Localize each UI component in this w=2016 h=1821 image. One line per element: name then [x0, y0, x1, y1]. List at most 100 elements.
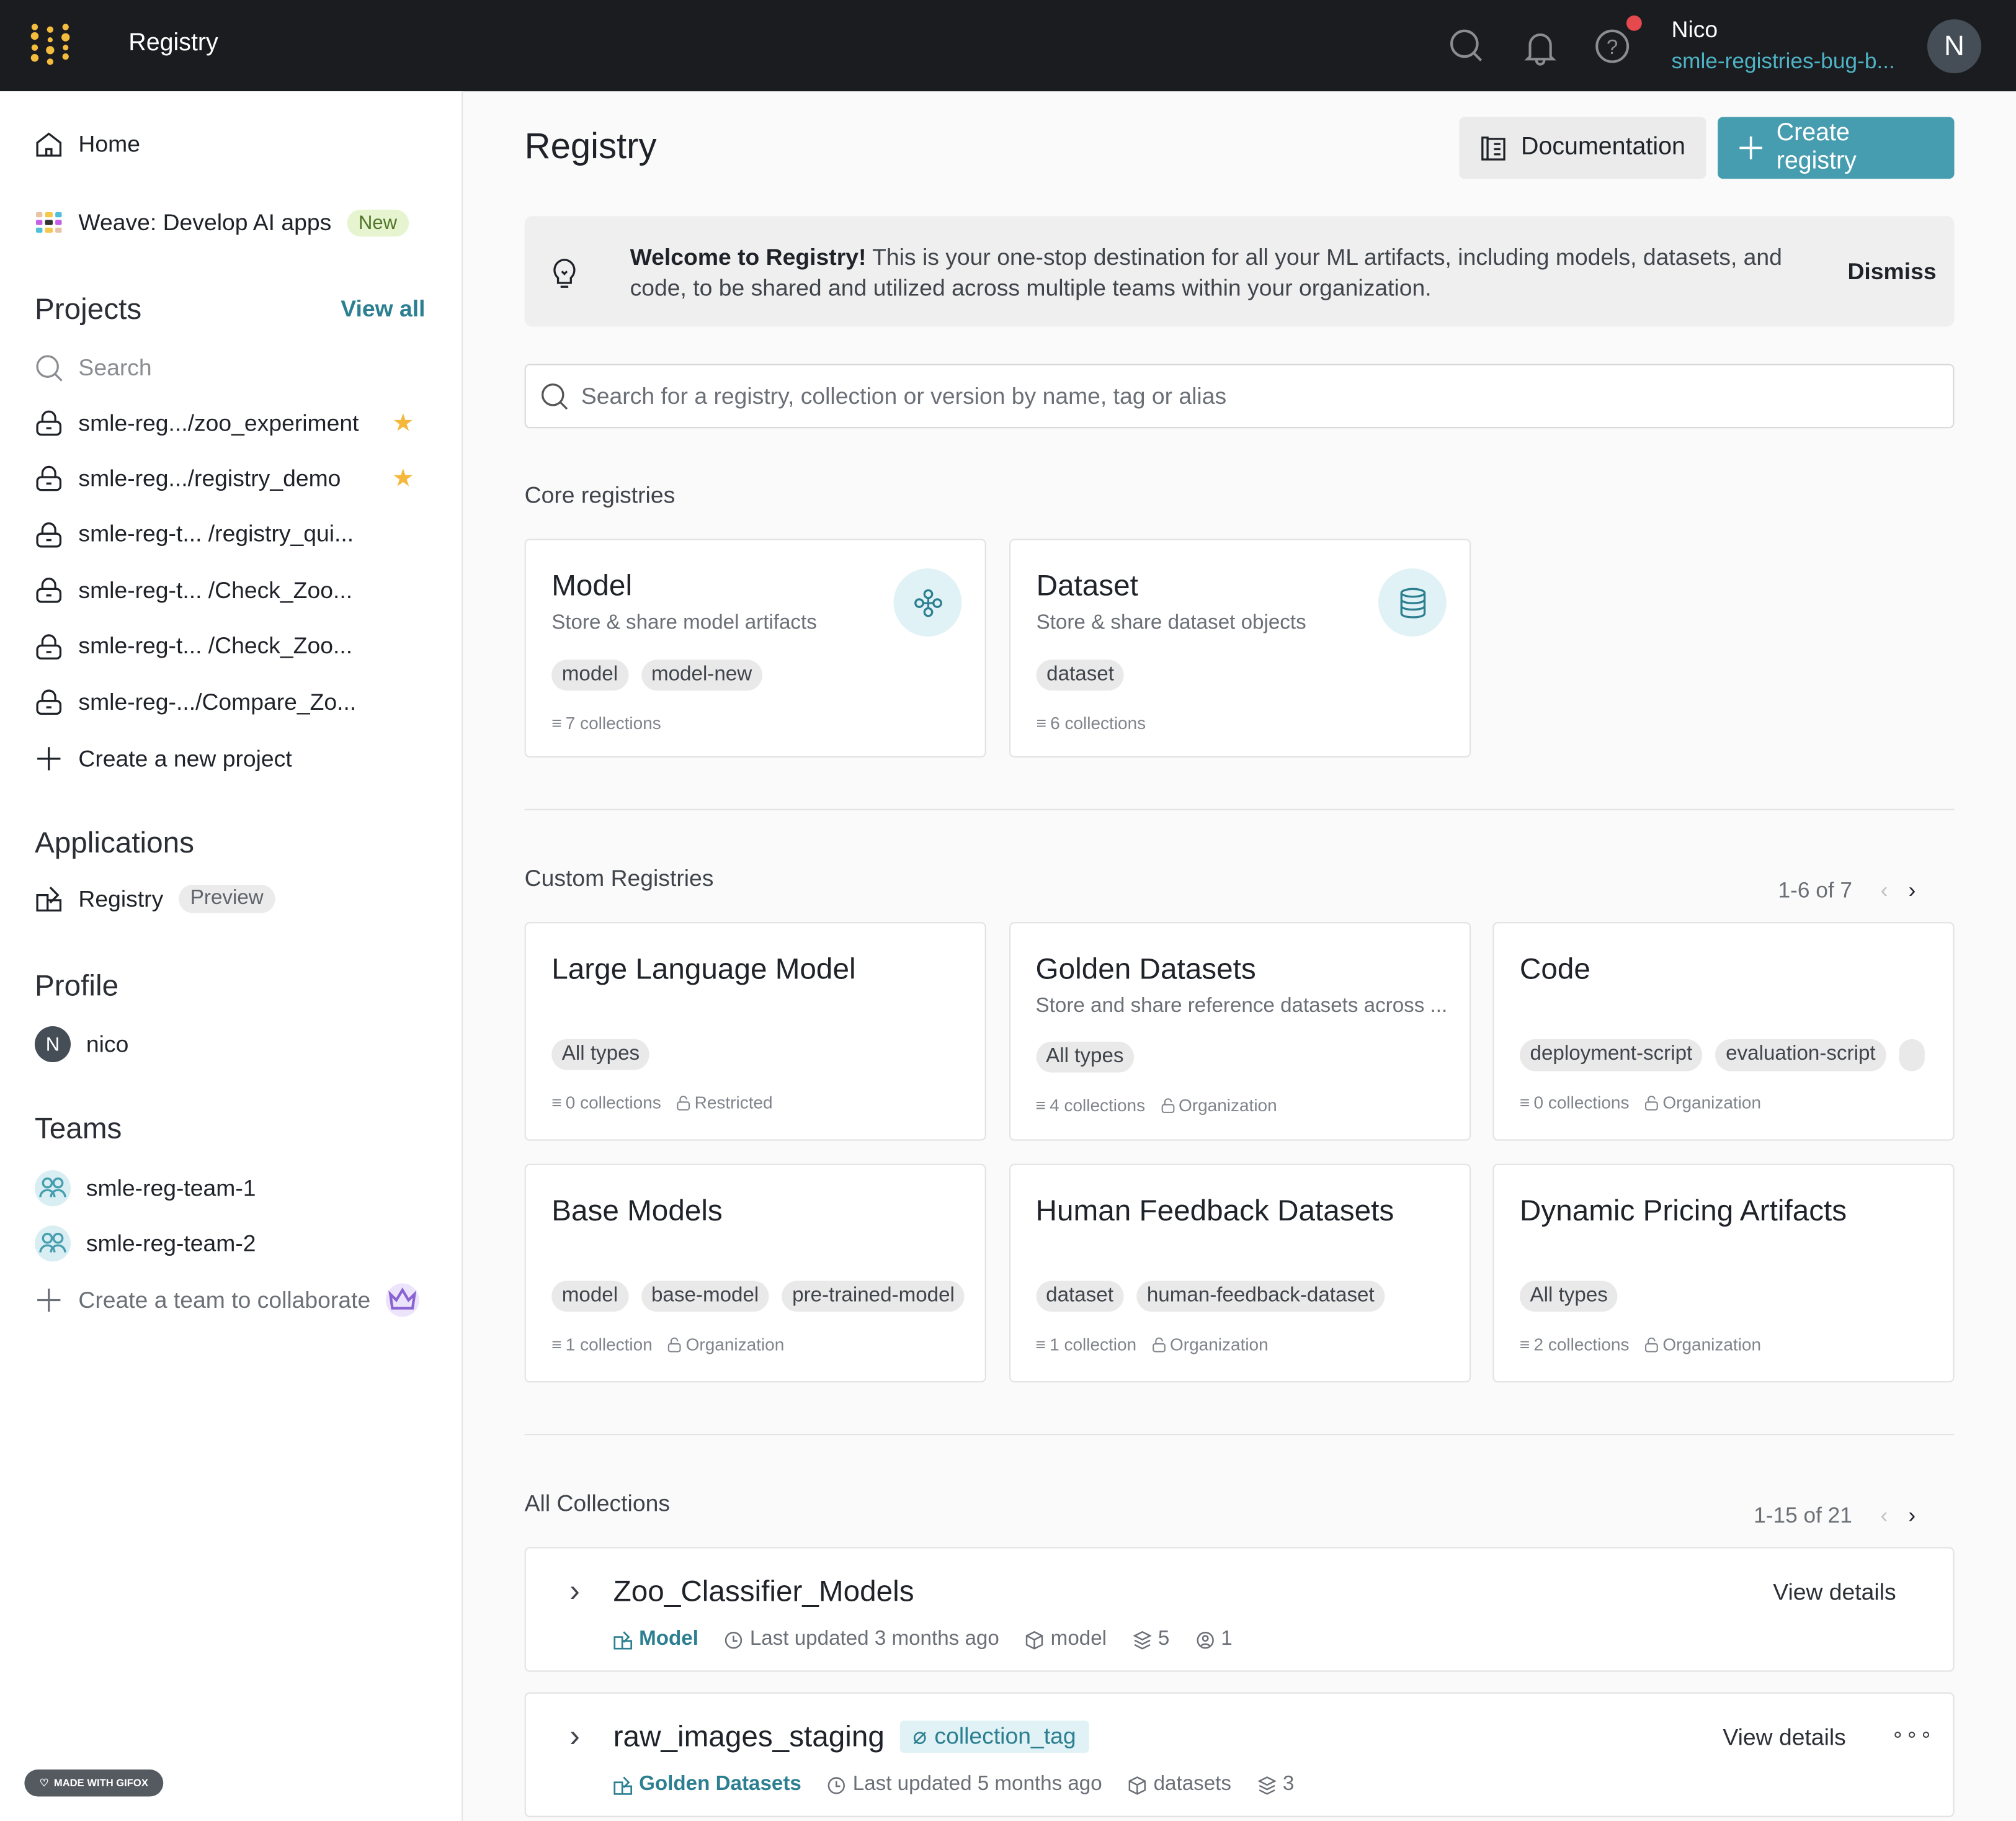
collection-row[interactable]: › raw_images_staging ⌀ collection_tag Gold… [524, 1692, 1955, 1817]
banner-text: Welcome to Registry! This is your one-st… [630, 242, 1800, 303]
chevron-left-icon[interactable]: ‹ [1880, 1503, 1888, 1528]
custom-registry-card[interactable]: Base Models model base-model pre-trained-m… [524, 1163, 986, 1383]
core-registry-card[interactable]: Model Store & share model artifacts mode… [524, 539, 986, 758]
divider [524, 808, 1955, 810]
lock-icon [36, 633, 62, 660]
custom-registry-card[interactable]: Human Feedback Datasets dataset human-fee… [1009, 1163, 1471, 1383]
list-icon: ≡ [1035, 1335, 1046, 1354]
sidebar-project-item[interactable]: smle-reg-.../Compare_Zo... [35, 688, 421, 717]
visibility: Organization [1179, 1095, 1277, 1116]
search-icon [36, 355, 63, 382]
app-title: Registry [128, 29, 218, 57]
project-search[interactable]: Search [35, 354, 152, 382]
type-tag: model [551, 660, 628, 691]
project-name: smle-reg.../zoo_experiment [78, 409, 359, 436]
lock-icon [36, 466, 62, 492]
project-name: smle-reg-t... /Check_Zoo... [78, 576, 353, 603]
core-registries-heading: Core registries [524, 482, 676, 508]
view-all-link[interactable]: View all [341, 295, 426, 322]
banner-body: This is your one-stop destination for al… [630, 244, 1782, 302]
sidebar-project-item[interactable]: smle-reg-t... /Check_Zoo... [35, 632, 421, 661]
type-tag [1898, 1039, 1925, 1072]
chevron-right-icon[interactable]: › [1908, 1503, 1916, 1528]
project-name: smle-reg-t... /Check_Zoo... [78, 632, 353, 659]
list-icon: ≡ [1036, 714, 1046, 733]
chevron-right-icon[interactable]: › [569, 1573, 580, 1609]
sidebar-item-home[interactable]: Home [35, 130, 140, 158]
chevron-right-icon[interactable]: › [569, 1719, 580, 1755]
sidebar-team-item[interactable]: smle-reg-team-2 [34, 1225, 256, 1262]
artifact-type: model [1050, 1628, 1107, 1650]
team-name: smle-reg-team-2 [86, 1230, 256, 1256]
list-icon: ≡ [551, 1093, 562, 1112]
lock-icon [1153, 1336, 1166, 1352]
help-icon[interactable]: ? [1594, 27, 1633, 66]
bell-icon[interactable] [1523, 29, 1557, 67]
user-count: 1 [1221, 1628, 1233, 1650]
registry-search-input[interactable]: Search for a registry, collection or ver… [524, 364, 1955, 429]
lock-icon [1645, 1094, 1659, 1110]
visibility: Organization [1662, 1093, 1762, 1112]
sidebar-project-item[interactable]: smle-reg-t... /Check_Zoo... [35, 576, 421, 605]
view-details-button[interactable]: View details [1723, 1724, 1846, 1750]
documentation-button[interactable]: Documentation [1459, 117, 1706, 179]
custom-registry-card[interactable]: Dynamic Pricing Artifacts All types ≡ 2 c… [1492, 1163, 1955, 1383]
heart-icon: ♡ [39, 1777, 49, 1789]
create-project-button[interactable]: Create a new project [35, 745, 292, 773]
create-team-button[interactable]: Create a team to collaborate [35, 1283, 419, 1317]
org-name[interactable]: smle-registries-bug-b... [1671, 48, 1895, 74]
profile-link[interactable]: N nico [34, 1026, 128, 1063]
collection-count: 1 collection [565, 1335, 653, 1354]
sidebar-project-item[interactable]: smle-reg-t... /registry_qui... [35, 521, 421, 549]
type-tag: dataset [1036, 660, 1125, 691]
collection-row[interactable]: › Zoo_Classifier_Models Model Last updat… [524, 1547, 1955, 1672]
registry-link[interactable]: Golden Datasets [639, 1773, 801, 1796]
last-updated: Last updated 3 months ago [749, 1628, 999, 1650]
type-tag: All types [551, 1039, 650, 1070]
sidebar-item-weave[interactable]: Weave: Develop AI apps New [35, 208, 409, 237]
sidebar-team-item[interactable]: smle-reg-team-1 [34, 1170, 256, 1207]
chevron-right-icon[interactable]: › [1908, 878, 1916, 903]
plus-icon [37, 1288, 61, 1312]
visibility: Restricted [694, 1093, 773, 1112]
all-collections-heading: All Collections [524, 1490, 670, 1516]
custom-registry-card[interactable]: Code deployment-script evaluation-script … [1492, 922, 1955, 1141]
registry-description: Store and share reference datasets acros… [1035, 995, 1448, 1018]
more-options-icon[interactable]: ∘∘∘ [1891, 1724, 1934, 1747]
star-icon[interactable]: ★ [392, 465, 414, 493]
list-icon: ≡ [551, 714, 562, 733]
sidebar-item-registry[interactable]: Registry Preview [35, 885, 275, 913]
plus-icon [1739, 136, 1762, 159]
lock-icon [677, 1094, 690, 1110]
weave-icon [36, 212, 62, 233]
create-registry-label: Create registry [1776, 119, 1857, 175]
type-tag: dataset [1035, 1281, 1124, 1312]
registry-title: Base Models [551, 1193, 723, 1227]
star-icon[interactable]: ★ [392, 409, 414, 437]
sidebar-project-item[interactable]: smle-reg.../registry_demo ★ [35, 465, 421, 493]
sidebar-project-item[interactable]: smle-reg.../zoo_experiment ★ [35, 409, 421, 437]
core-registry-card[interactable]: Dataset Store & share dataset objects da… [1009, 539, 1471, 758]
tag-label: collection_tag [934, 1723, 1076, 1749]
pager-text: 1-15 of 21 [1754, 1503, 1852, 1528]
profile-avatar: N [34, 1026, 71, 1063]
collections-pager: 1-15 of 21 ‹ › [1754, 1503, 1916, 1529]
custom-registry-card[interactable]: Golden Datasets Store and share referenc… [1009, 922, 1471, 1141]
view-details-button[interactable]: View details [1773, 1579, 1896, 1605]
gifox-text: MADE WITH GIFOX [53, 1777, 148, 1789]
home-icon [36, 132, 62, 157]
create-registry-button[interactable]: Create registry [1718, 117, 1955, 179]
registry-link[interactable]: Model [639, 1628, 698, 1650]
type-tag: All types [1519, 1281, 1618, 1312]
version-count: 3 [1282, 1773, 1295, 1796]
collection-count: 0 collections [565, 1093, 661, 1112]
wandb-logo-icon[interactable] [30, 22, 73, 65]
chevron-left-icon[interactable]: ‹ [1880, 878, 1888, 903]
custom-registry-card[interactable]: Large Language Model All types ≡ 0 collec… [524, 922, 986, 1141]
collection-name[interactable]: raw_images_staging [613, 1719, 885, 1753]
search-icon[interactable] [1449, 29, 1485, 65]
type-tag: evaluation-script [1715, 1039, 1886, 1072]
dismiss-button[interactable]: Dismiss [1847, 258, 1937, 285]
collection-name[interactable]: Zoo_Classifier_Models [613, 1573, 914, 1608]
avatar[interactable]: N [1927, 19, 1982, 74]
